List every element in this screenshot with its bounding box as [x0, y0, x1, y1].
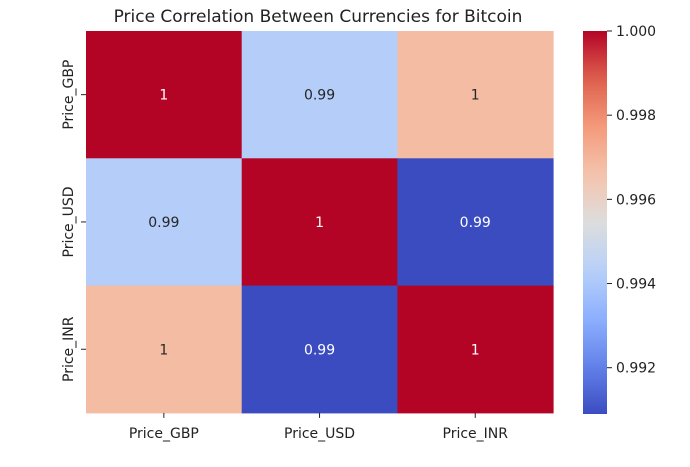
y-tick-labels: Price_GBP Price_USD Price_INR [61, 60, 86, 382]
colorbar: 1.000 0.998 0.996 0.994 0.992 [583, 24, 656, 414]
x-tick-labels: Price_GBP Price_USD Price_INR [129, 412, 509, 442]
cell-annotation: 0.99 [148, 215, 179, 231]
heatmap-cell [86, 285, 243, 414]
heatmap-cell [397, 31, 554, 159]
cell-annotation: 1 [315, 215, 324, 231]
cell-annotation: 1 [471, 342, 480, 358]
heatmap-cell [397, 285, 554, 414]
cell-annotation: 0.99 [460, 215, 491, 231]
cell-annotation: 0.99 [304, 342, 335, 358]
cell-annotation: 1 [159, 342, 168, 358]
colorbar-tick-label: 1.000 [616, 24, 656, 40]
colorbar-tick-label: 0.994 [616, 277, 656, 293]
x-tick-label: Price_INR [443, 426, 509, 442]
heatmap-cell [86, 158, 243, 287]
cell-annotation: 0.99 [304, 88, 335, 104]
colorbar-tick-label: 0.996 [616, 192, 656, 208]
heatmap-cell [241, 158, 398, 287]
x-tick-label: Price_GBP [129, 426, 199, 442]
heatmap-cell [397, 158, 554, 287]
cell-annotation: 1 [159, 88, 168, 104]
x-tick-label: Price_USD [284, 426, 355, 442]
cell-annotation: 1 [471, 88, 480, 104]
colorbar-tick-label: 0.992 [616, 361, 656, 377]
chart-title: Price Correlation Between Currencies for… [114, 7, 523, 27]
heatmap-cell [86, 31, 243, 159]
y-tick-label: Price_USD [61, 186, 77, 257]
heatmap-cells: 1 0.99 1 0.99 1 0.99 1 0.99 1 [86, 31, 554, 414]
colorbar-tick-label: 0.998 [616, 108, 656, 124]
heatmap-cell [241, 31, 398, 159]
heatmap-cell [241, 285, 398, 414]
y-tick-label: Price_GBP [61, 60, 77, 130]
y-tick-label: Price_INR [61, 316, 77, 382]
colorbar-gradient [583, 31, 607, 414]
